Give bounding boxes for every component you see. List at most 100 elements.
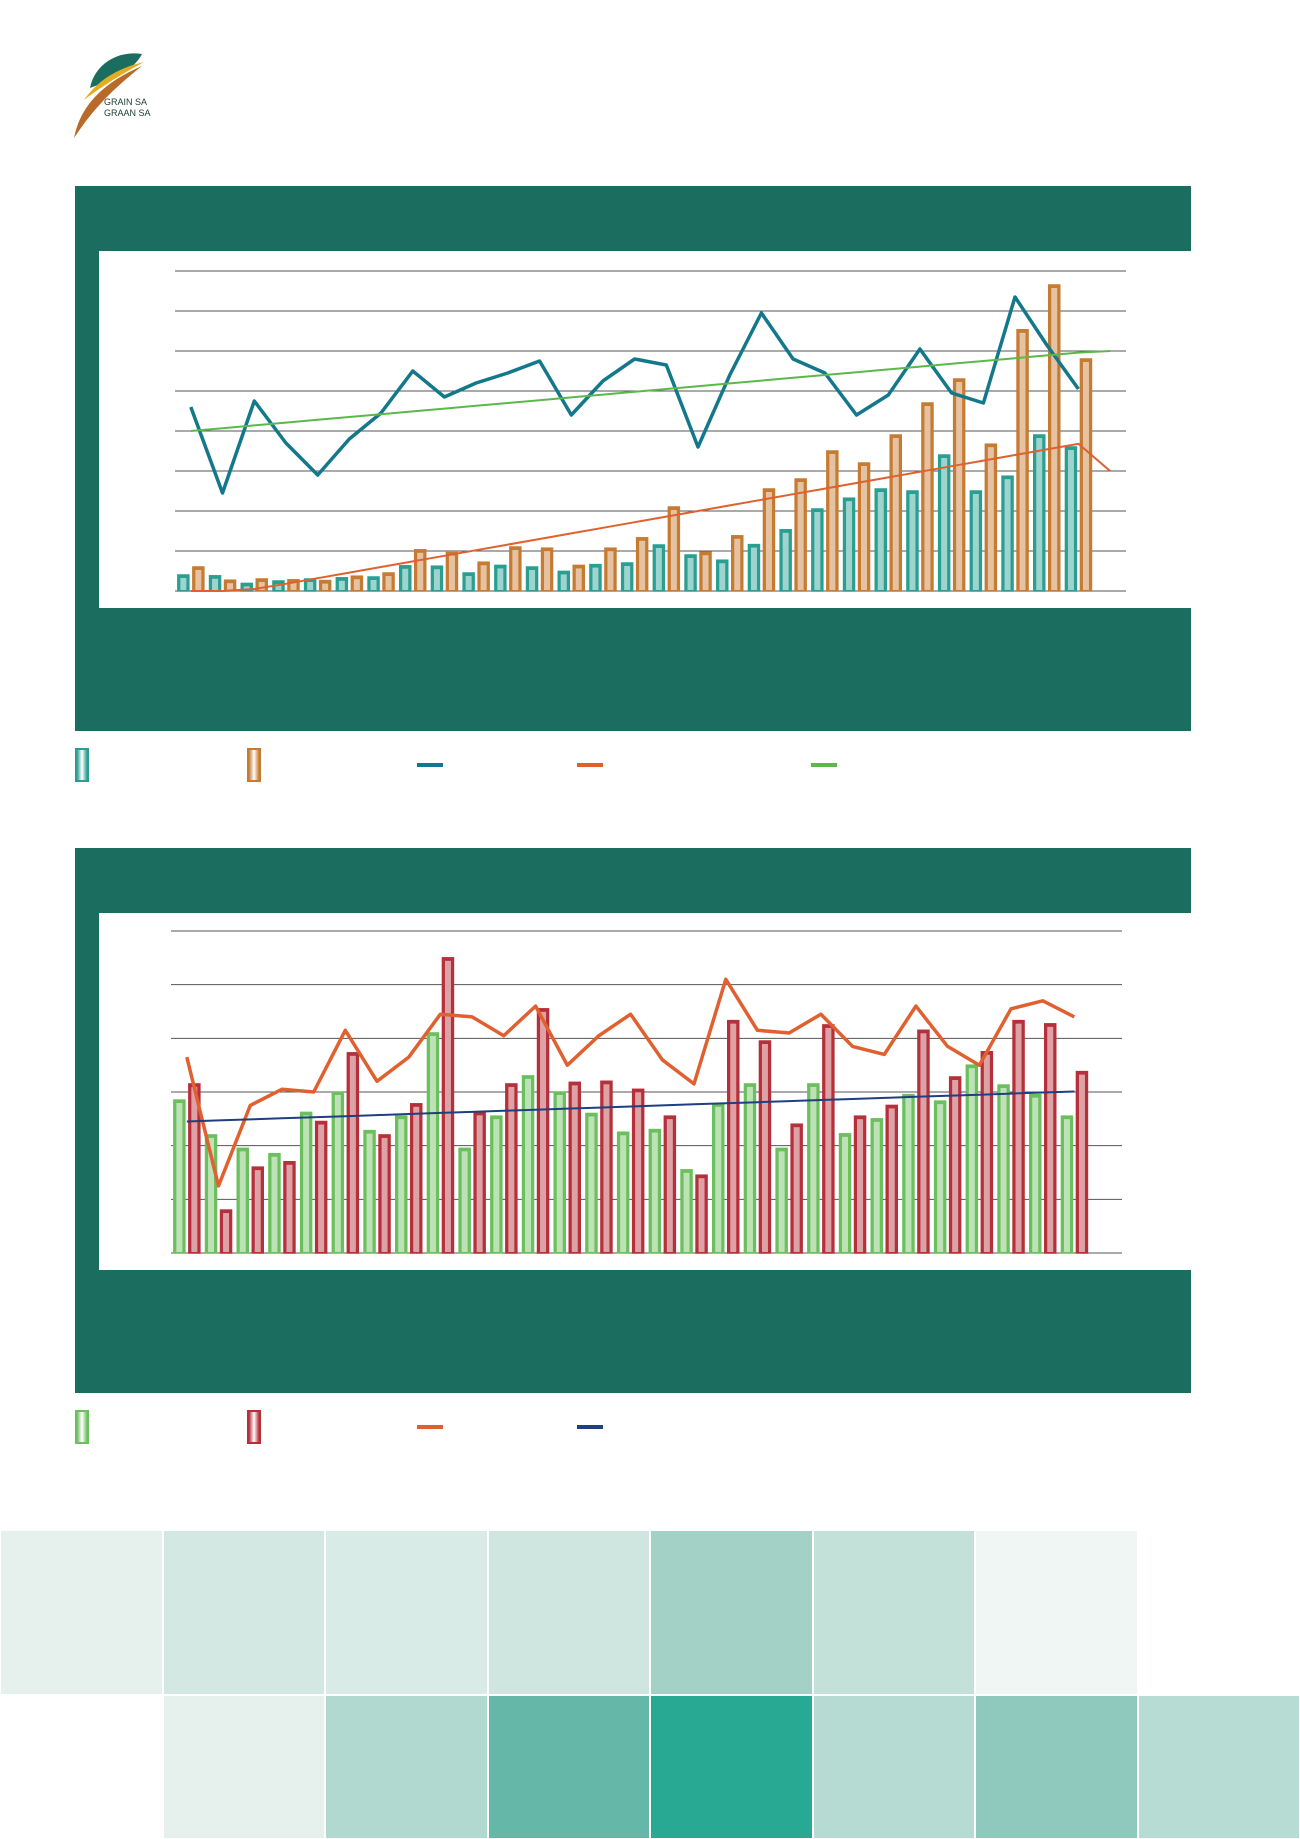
chart-2-bar bbox=[933, 1100, 947, 1254]
logo-text-grain: GRAIN SA bbox=[104, 97, 147, 107]
chart-1-plot-area bbox=[99, 251, 1191, 608]
chart-2-bar bbox=[885, 1104, 898, 1254]
chart-2-bar bbox=[299, 1111, 313, 1254]
chart-1-bar bbox=[192, 566, 205, 592]
legend-bar-swatch bbox=[75, 1410, 89, 1444]
chart-2-bar bbox=[1060, 1115, 1074, 1254]
chart-1 bbox=[175, 270, 1126, 592]
chart-2-bar bbox=[822, 1024, 835, 1254]
chart-2-bar bbox=[648, 1128, 662, 1254]
chart-1-bar bbox=[318, 579, 332, 592]
chart-1-bar bbox=[635, 537, 649, 592]
chart-2-bar bbox=[870, 1118, 883, 1254]
chart-2-bar bbox=[743, 1083, 757, 1254]
chart-1-bar bbox=[177, 574, 190, 592]
chart-2-bar bbox=[173, 1099, 186, 1254]
chart-1-bar bbox=[906, 490, 919, 592]
chart-2-bar bbox=[616, 1131, 630, 1254]
chart-2-bar bbox=[712, 1103, 725, 1254]
decorative-tile bbox=[650, 1530, 813, 1695]
chart-1-bar bbox=[287, 579, 300, 592]
chart-1-bar bbox=[1033, 434, 1046, 592]
chart-2-bar bbox=[663, 1115, 677, 1254]
chart-2-bar bbox=[458, 1147, 471, 1254]
chart-2-bar bbox=[948, 1076, 962, 1254]
chart-1-bar bbox=[889, 434, 902, 592]
chart-2-bar bbox=[426, 1032, 440, 1254]
decorative-tile bbox=[1137, 1530, 1300, 1695]
chart-1-bar bbox=[382, 572, 395, 592]
chart-1-bar bbox=[399, 565, 412, 592]
chart-1-bar bbox=[842, 497, 856, 592]
chart-1-bar bbox=[811, 508, 824, 592]
chart-2-bar bbox=[505, 1083, 518, 1254]
chart-2-bar bbox=[283, 1161, 296, 1254]
chart-1-bar bbox=[445, 551, 459, 592]
chart-2-bar bbox=[758, 1040, 772, 1254]
chart-1-bar bbox=[477, 561, 490, 592]
legend-line-swatch bbox=[577, 763, 603, 767]
chart-2-bar bbox=[410, 1103, 423, 1254]
chart-2-bar bbox=[917, 1029, 930, 1254]
chart-1-bar bbox=[826, 450, 839, 592]
chart-2-bar bbox=[346, 1052, 360, 1254]
chart-2-bar bbox=[441, 957, 455, 1254]
chart-2-bar bbox=[473, 1111, 486, 1254]
decorative-tile bbox=[162, 1530, 325, 1695]
chart-1-bar bbox=[335, 577, 349, 592]
chart-2-bar bbox=[1029, 1093, 1042, 1254]
decorative-tile bbox=[325, 1695, 488, 1839]
chart-1-bar bbox=[255, 578, 268, 592]
chart-1-bar bbox=[921, 402, 934, 592]
chart-2-bar bbox=[600, 1080, 613, 1254]
chart-1-bar bbox=[984, 443, 998, 592]
chart-1-bar bbox=[1016, 329, 1029, 592]
chart-2-plot-area bbox=[99, 913, 1191, 1270]
chart-1-bar bbox=[367, 576, 380, 592]
chart-1-bar bbox=[430, 565, 444, 592]
legend-line-swatch bbox=[417, 1425, 443, 1429]
chart-1-bar bbox=[779, 529, 792, 592]
chart-1-bar bbox=[240, 582, 253, 592]
decorative-tile bbox=[1137, 1695, 1300, 1839]
chart-1-bar bbox=[557, 570, 570, 592]
chart-2-bar bbox=[775, 1147, 788, 1254]
chart-2-bar bbox=[331, 1091, 345, 1254]
grain-sa-logo: GRAIN SA GRAAN SA bbox=[74, 53, 151, 138]
chart-1-series-line bbox=[190, 442, 1111, 592]
chart-2-bar bbox=[204, 1134, 218, 1254]
chart-1-series-line bbox=[189, 295, 1080, 495]
chart-2 bbox=[171, 930, 1122, 1254]
chart-2-series-line bbox=[185, 977, 1076, 1188]
chart-2-bar bbox=[568, 1081, 581, 1254]
chart-2-bar bbox=[536, 1008, 550, 1254]
chart-2-bar bbox=[490, 1115, 503, 1254]
chart-1-bar bbox=[667, 506, 681, 592]
chart-1-bar bbox=[747, 543, 761, 592]
chart-2-bar bbox=[965, 1064, 979, 1254]
chart-2-bar bbox=[727, 1019, 740, 1254]
chart-1-bar bbox=[857, 462, 871, 592]
chart-2-bar bbox=[219, 1209, 233, 1254]
decorative-tile bbox=[650, 1695, 813, 1839]
decorative-tile bbox=[325, 1530, 488, 1695]
chart-1-bar bbox=[731, 535, 744, 592]
chart-2-bar bbox=[853, 1115, 867, 1254]
decorative-tile bbox=[975, 1530, 1138, 1695]
chart-1-bar bbox=[1001, 475, 1014, 592]
chart-2-bar bbox=[251, 1166, 264, 1254]
legend-bar-swatch bbox=[247, 748, 261, 782]
chart-2-bar bbox=[838, 1133, 852, 1254]
chart-2-bar bbox=[1075, 1070, 1089, 1254]
chart-1-bar bbox=[716, 559, 729, 592]
chart-1-bar bbox=[589, 563, 602, 592]
chart-1-bar bbox=[652, 544, 666, 592]
chart-2-bar bbox=[236, 1147, 249, 1254]
chart-2-bar bbox=[268, 1152, 281, 1254]
chart-1-bar bbox=[414, 549, 427, 592]
decorative-tile bbox=[162, 1695, 325, 1839]
chart-1-legend bbox=[75, 748, 1191, 788]
chart-1-bar bbox=[509, 546, 522, 592]
decorative-tile-band bbox=[0, 1530, 1300, 1839]
chart-2-legend bbox=[75, 1410, 1191, 1450]
